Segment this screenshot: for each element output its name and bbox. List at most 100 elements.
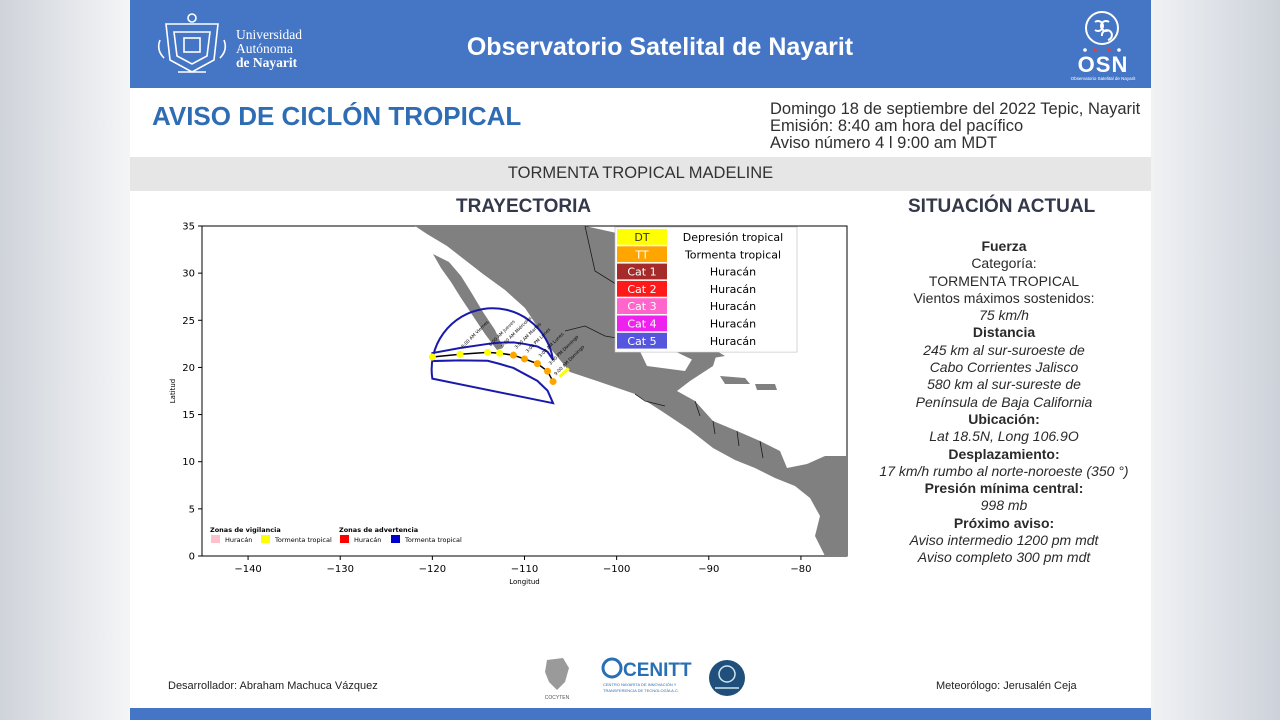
y-tick-label: 10: [182, 457, 195, 468]
cocyten-text: COCYTEN: [545, 695, 570, 701]
location-heading: Ubicación:: [968, 410, 1040, 427]
legend-label: Tormenta tropical: [684, 248, 781, 261]
meteorologist-credit: Meteorólogo: Jerusalén Ceja: [936, 680, 1077, 692]
observatory-title: Observatorio Satelital de Nayarit: [466, 33, 854, 61]
osn-spiral-icon: [1083, 11, 1121, 52]
y-tick-label: 5: [189, 504, 195, 515]
university-name: Universidad Autónoma de Nayarit: [236, 28, 302, 70]
track-point: [496, 349, 504, 357]
legend-label: Huracán: [710, 300, 756, 313]
current-situation: Fuerza Categoría: TORMENTA TROPICAL Vien…: [848, 238, 1151, 567]
distance-line-4: Península de Baja California: [915, 393, 1093, 410]
track-point: [533, 360, 541, 368]
warning-zone-label: Huracán: [354, 536, 381, 544]
situation-heading: SITUACIÓN ACTUAL: [908, 196, 1096, 217]
y-tick-label: 15: [182, 410, 195, 421]
background-right: [1150, 0, 1280, 720]
force-heading: Fuerza: [981, 238, 1027, 254]
legend-label: Huracán: [710, 283, 756, 296]
developer-credit: Desarrollador: Abraham Machuca Vázquez: [168, 680, 378, 692]
movement-value: 17 km/h rumbo al norte-noroeste (350 °): [879, 462, 1129, 479]
notice-dates: Domingo 18 de septiembre del 2022 Tepic,…: [770, 101, 1140, 152]
legend-code: TT: [634, 248, 649, 261]
y-tick-label: 25: [182, 316, 195, 327]
trajectory-map: −140 −130 −120 −110 −100 −90 −80 0 5 10 15 20 25 30 35…: [169, 222, 848, 586]
university-line-3: de Nayarit: [236, 55, 298, 70]
next-notice-line-1: Aviso intermedio 1200 pm mdt: [909, 532, 1099, 549]
y-tick-label: 0: [189, 552, 195, 563]
distance-line-2: Cabo Corrientes Jalisco: [929, 359, 1079, 376]
winds-label: Vientos máximos sostenidos:: [913, 289, 1095, 306]
y-tick-label: 30: [182, 269, 195, 280]
forecast-cone: [430, 307, 555, 405]
cocyten-logo-icon: COCYTEN: [545, 658, 570, 701]
notice-number-line: Aviso número 4 l 9:00 am MDT: [770, 134, 998, 152]
warning-zone-swatch: [340, 535, 349, 543]
notice-title: AVISO DE CICLÓN TROPICAL: [152, 101, 522, 131]
university-crest-icon: [157, 13, 227, 73]
header-bar: Universidad Autónoma de Nayarit Observat…: [130, 0, 1151, 88]
legend-label: Huracán: [710, 335, 756, 348]
location-value: Lat 18.5N, Long 106.9O: [929, 428, 1079, 445]
legend-code: DT: [634, 231, 649, 244]
y-axis-label: Latitud: [169, 379, 177, 404]
legend-label: Huracán: [710, 266, 756, 279]
watch-zones-title: Zonas de vigilancia: [210, 526, 281, 534]
x-tick-label: −140: [234, 564, 261, 575]
x-tick-label: −120: [419, 564, 446, 575]
legend-swatch: [617, 315, 667, 332]
category-label: Categoría:: [971, 255, 1037, 272]
warning-zone-label: Tormenta tropical: [404, 536, 462, 544]
date-line: Domingo 18 de septiembre del 2022 Tepic,…: [770, 100, 1141, 118]
sponsor-logos: COCYTEN CENITT CENTRO NAYARITA DE INNOVA…: [545, 657, 745, 701]
track-point: [509, 351, 517, 359]
coastal-watch-segment: [558, 367, 570, 378]
watch-zone-swatch: [261, 535, 270, 543]
distance-line-1: 245 km al sur-suroeste de: [923, 341, 1085, 358]
watch-zone-label: Tormenta tropical: [274, 536, 332, 544]
warning-zones-title: Zonas de advertencia: [339, 526, 418, 534]
trajectory-heading: TRAYECTORIA: [456, 196, 592, 217]
legend-swatch: [617, 246, 667, 263]
legend-code: Cat 1: [627, 266, 656, 279]
winds-value: 75 km/h: [979, 307, 1029, 324]
legend-swatch: [617, 298, 667, 314]
legend-code: Cat 5: [627, 335, 656, 348]
x-axis-label: Longitud: [509, 578, 540, 586]
legend-code: Cat 2: [627, 283, 656, 296]
x-tick-label: −90: [698, 564, 719, 575]
cenitt-sub-2: TRANSFERENCIA DE TECNOLOGÍA A.C.: [603, 688, 679, 693]
movement-heading: Desplazamiento:: [948, 445, 1060, 462]
legend-code: Cat 4: [627, 318, 656, 331]
pressure-heading: Presión mínima central:: [924, 480, 1084, 497]
track-point: [544, 367, 552, 375]
legend-swatch: [617, 332, 667, 349]
watch-zone-label: Huracán: [225, 536, 252, 544]
osn-logo-subtitle: Observatorio Satelital de Nayarit: [1070, 76, 1136, 81]
legend-code: Cat 3: [627, 300, 656, 313]
track-point: [521, 355, 528, 363]
cenitt-sub-1: CENTRO NAYARITA DE INNOVACIÓN Y: [603, 682, 677, 687]
legend-swatch: [617, 280, 667, 297]
university-line-2: Autónoma: [236, 41, 293, 56]
emission-line: Emisión: 8:40 am hora del pacífico: [770, 117, 1024, 135]
footer-bar: [130, 708, 1151, 720]
y-tick-label: 20: [182, 363, 195, 374]
legend-swatch: [617, 229, 667, 245]
legend-label: Huracán: [710, 318, 756, 331]
x-tick-label: −80: [790, 564, 811, 575]
cenitt-text: CENITT: [623, 660, 692, 681]
track-point: [484, 348, 492, 356]
distance-line-3: 580 km al sur-sureste de: [927, 376, 1081, 393]
track-point: [456, 350, 464, 358]
cenitt-logo-icon: CENITT CENTRO NAYARITA DE INNOVACIÓN Y T…: [601, 657, 692, 693]
storm-name-band: TORMENTA TROPICAL MADELINE: [130, 157, 1151, 191]
background-left: [0, 0, 130, 720]
track-point: [428, 353, 436, 361]
watch-zone-swatch: [211, 535, 220, 543]
next-notice-heading: Próximo aviso:: [953, 514, 1055, 531]
legend-label: Depresión tropical: [683, 231, 783, 244]
x-tick-label: −100: [603, 564, 630, 575]
y-tick-label: 35: [182, 222, 195, 233]
bulletin-page: Universidad Autónoma de Nayarit Observat…: [130, 0, 1151, 720]
